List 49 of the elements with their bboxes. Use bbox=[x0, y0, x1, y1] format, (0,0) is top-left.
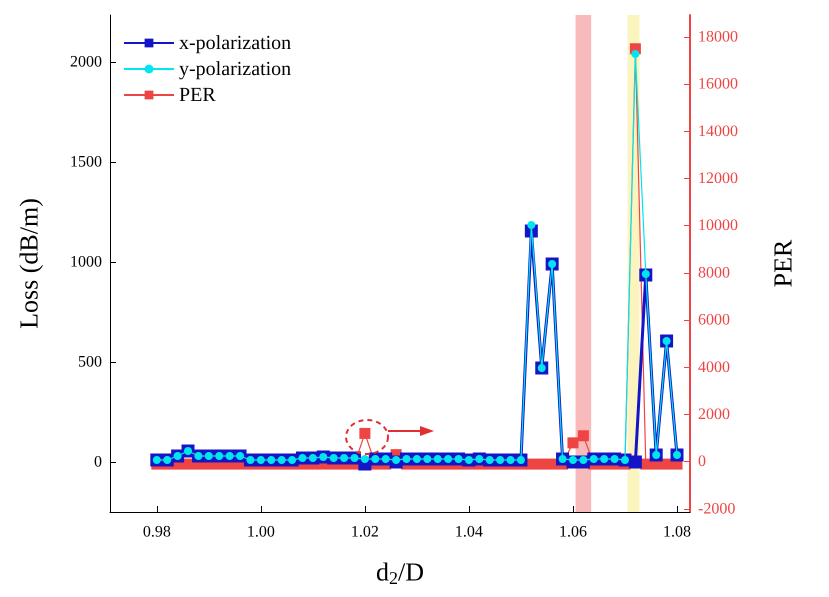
point bbox=[578, 430, 589, 442]
y2-tick-label: 6000 bbox=[698, 312, 730, 329]
y-tick-label: 2000 bbox=[70, 54, 102, 70]
legend-label: PER bbox=[179, 84, 216, 106]
point bbox=[256, 456, 265, 464]
y-tick-label: 1500 bbox=[70, 154, 102, 170]
point bbox=[546, 458, 558, 470]
y2-tick-label: 12000 bbox=[698, 170, 738, 188]
point bbox=[527, 221, 536, 229]
point bbox=[215, 452, 224, 460]
point bbox=[340, 454, 348, 462]
point bbox=[278, 456, 286, 464]
x-tick-label: 1.02 bbox=[350, 524, 379, 540]
y2-tick-label: 2000 bbox=[698, 406, 730, 424]
x-tick-label: 1.06 bbox=[558, 524, 587, 540]
x-tick-label: 1.08 bbox=[662, 524, 691, 540]
x-tick-label: 1.00 bbox=[246, 524, 275, 540]
legend-label: x-polarization bbox=[179, 32, 292, 54]
point bbox=[600, 455, 608, 463]
y2-tick-label: 10000 bbox=[698, 217, 738, 234]
legend-label: y-polarization bbox=[179, 58, 292, 80]
point bbox=[360, 455, 369, 463]
point bbox=[444, 455, 452, 463]
point bbox=[423, 455, 432, 463]
point bbox=[226, 452, 234, 460]
y2-tick-label: 16000 bbox=[698, 76, 738, 93]
point bbox=[496, 456, 504, 464]
point bbox=[434, 455, 442, 463]
point bbox=[628, 456, 642, 468]
y-tick-label: 0 bbox=[94, 454, 102, 470]
point bbox=[412, 455, 421, 463]
y2-tick-label: 14000 bbox=[698, 122, 738, 140]
point bbox=[536, 458, 548, 470]
point bbox=[506, 456, 515, 464]
x-tick-label: 1.04 bbox=[454, 524, 483, 540]
y2-tick-label: 0 bbox=[698, 453, 706, 470]
point bbox=[631, 50, 640, 58]
x-tick-label: 0.98 bbox=[142, 524, 171, 540]
point bbox=[204, 452, 213, 460]
y-tick-label: 1000 bbox=[70, 254, 102, 270]
point bbox=[567, 437, 578, 448]
y-axis-title: Loss (dB/m) bbox=[14, 198, 44, 329]
y2-axis-title: PER bbox=[768, 239, 798, 288]
point bbox=[267, 456, 276, 464]
y-tick-label: 500 bbox=[78, 354, 102, 370]
y2-tick-label: 18000 bbox=[698, 28, 738, 46]
y2-tick-label: 8000 bbox=[698, 264, 730, 282]
y2-tick-label: -2000 bbox=[698, 500, 736, 518]
y2-tick-label: 4000 bbox=[698, 358, 730, 376]
